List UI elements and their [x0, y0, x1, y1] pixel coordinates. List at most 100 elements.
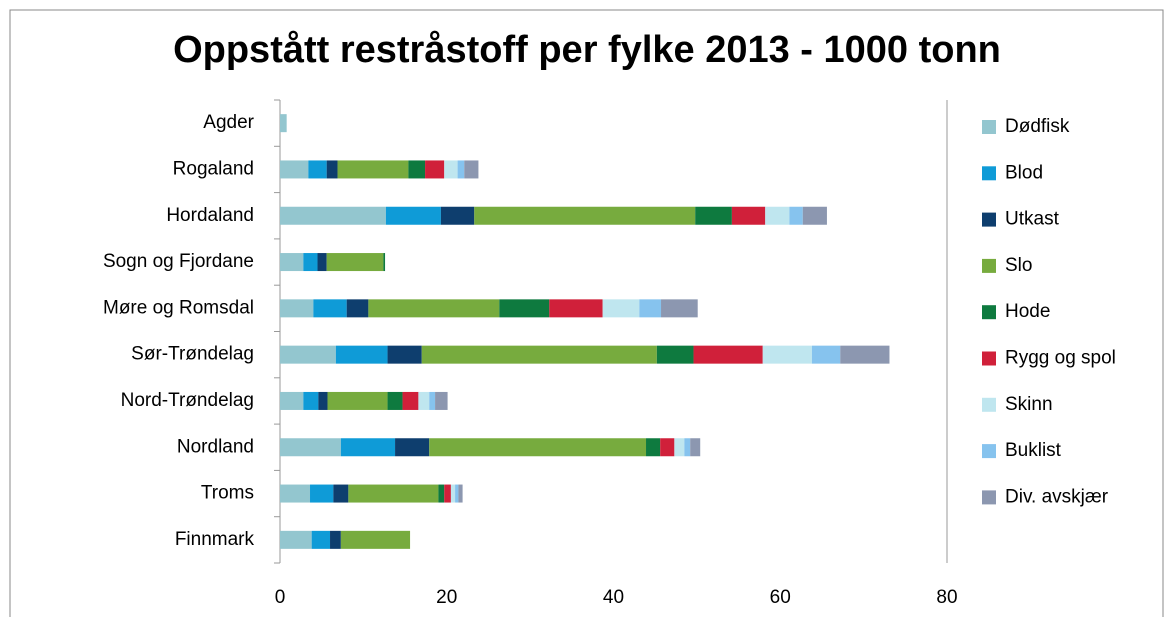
y-tick-label: Nordland: [177, 436, 254, 457]
bar-segment: [280, 299, 314, 318]
legend-label: Blod: [1005, 162, 1043, 183]
legend-swatch: [982, 444, 996, 459]
bar-segment: [639, 299, 662, 318]
y-tick-label: Finnmark: [175, 529, 255, 550]
bar-segment: [280, 160, 309, 179]
bar-segment: [429, 438, 647, 457]
bar-segment: [335, 345, 388, 364]
x-tick-label: 60: [770, 587, 791, 608]
bar-segment: [280, 345, 336, 364]
bar-segment: [383, 253, 386, 272]
bar-segment: [313, 299, 347, 318]
legend-label: Dødfisk: [1005, 116, 1070, 137]
bar-segment: [340, 530, 411, 549]
bar-segment: [674, 438, 685, 457]
bar-segment: [684, 438, 691, 457]
bar-segment: [457, 160, 465, 179]
legend-swatch: [982, 305, 996, 320]
legend-label: Buklist: [1005, 440, 1062, 461]
bar-segment: [387, 391, 403, 410]
legend-swatch: [982, 258, 996, 273]
bar-segment: [280, 484, 311, 503]
bar-segment: [317, 253, 327, 272]
bar-segment: [303, 391, 319, 410]
legend-label: Skinn: [1005, 394, 1053, 415]
y-tick-label: Troms: [201, 483, 254, 504]
x-tick-label: 80: [936, 587, 957, 608]
bar-segment: [346, 299, 369, 318]
bar-segment: [326, 253, 384, 272]
bar-segment: [731, 206, 766, 225]
bar-segment: [646, 438, 661, 457]
bar-segment: [280, 391, 304, 410]
bar-segment: [690, 438, 701, 457]
bar-segment: [318, 391, 328, 410]
bar-segment: [425, 160, 445, 179]
bar-segment: [840, 345, 890, 364]
bar-segment: [429, 391, 436, 410]
bar-segment: [661, 299, 698, 318]
bar-segment: [402, 391, 419, 410]
x-tick-label: 0: [275, 587, 286, 608]
bar-segment: [385, 206, 441, 225]
bar-segment: [330, 530, 341, 549]
bar-segment: [340, 438, 396, 457]
bar-segment: [474, 206, 696, 225]
bar-segment: [395, 438, 430, 457]
x-tick-label: 40: [603, 587, 624, 608]
bar-segment: [458, 484, 463, 503]
bar-segment: [280, 530, 312, 549]
bar-segment: [303, 253, 318, 272]
bar-segment: [695, 206, 732, 225]
bar-segment: [333, 484, 349, 503]
bar-segment: [444, 484, 451, 503]
legend-swatch: [982, 212, 996, 227]
y-tick-label: Agder: [203, 112, 254, 133]
legend-swatch: [982, 490, 996, 505]
legend-label: Rygg og spol: [1005, 348, 1116, 369]
bar-segment: [789, 206, 803, 225]
y-tick-label: Sogn og Fjordane: [103, 251, 254, 272]
bar-segment: [280, 206, 386, 225]
bar-segment: [408, 160, 426, 179]
y-tick-label: Rogaland: [173, 158, 254, 179]
legend-swatch: [982, 351, 996, 366]
legend-swatch: [982, 120, 996, 134]
legend-label: Hode: [1005, 301, 1050, 322]
y-tick-label: Sør-Trøndelag: [131, 344, 254, 365]
bar-segment: [368, 299, 500, 318]
bar-segment: [660, 438, 675, 457]
bar-segment: [310, 484, 334, 503]
bar-segment: [418, 391, 430, 410]
bar-segment: [348, 484, 439, 503]
bar-segment: [811, 345, 841, 364]
legend-label: Utkast: [1005, 209, 1060, 230]
bar-segment: [311, 530, 331, 549]
legend-label: Div. avskjær: [1005, 486, 1109, 507]
bar-segment: [327, 391, 388, 410]
bar-segment: [450, 484, 456, 503]
bar-segment: [337, 160, 409, 179]
bar-segment: [444, 160, 458, 179]
bar-segment: [280, 114, 287, 133]
legend-swatch: [982, 166, 996, 181]
x-tick-label: 20: [436, 587, 457, 608]
legend-label: Slo: [1005, 255, 1032, 276]
y-tick-label: Møre og Romsdal: [103, 297, 254, 318]
bar-segment: [602, 299, 640, 318]
bar-segment: [435, 391, 448, 410]
bar-segment: [464, 160, 479, 179]
legend-swatch: [982, 397, 996, 412]
chart-title: Oppstått restråstoff per fylke 2013 - 10…: [173, 29, 1001, 71]
bar-segment: [765, 206, 790, 225]
bar-segment: [455, 484, 459, 503]
bar-segment: [326, 160, 338, 179]
bar-segment: [421, 345, 657, 364]
bar-segment: [387, 345, 422, 364]
bar-segment: [280, 253, 304, 272]
y-tick-label: Hordaland: [166, 205, 254, 226]
bar-segment: [308, 160, 327, 179]
bar-segment: [440, 206, 475, 225]
bar-segment: [656, 345, 694, 364]
